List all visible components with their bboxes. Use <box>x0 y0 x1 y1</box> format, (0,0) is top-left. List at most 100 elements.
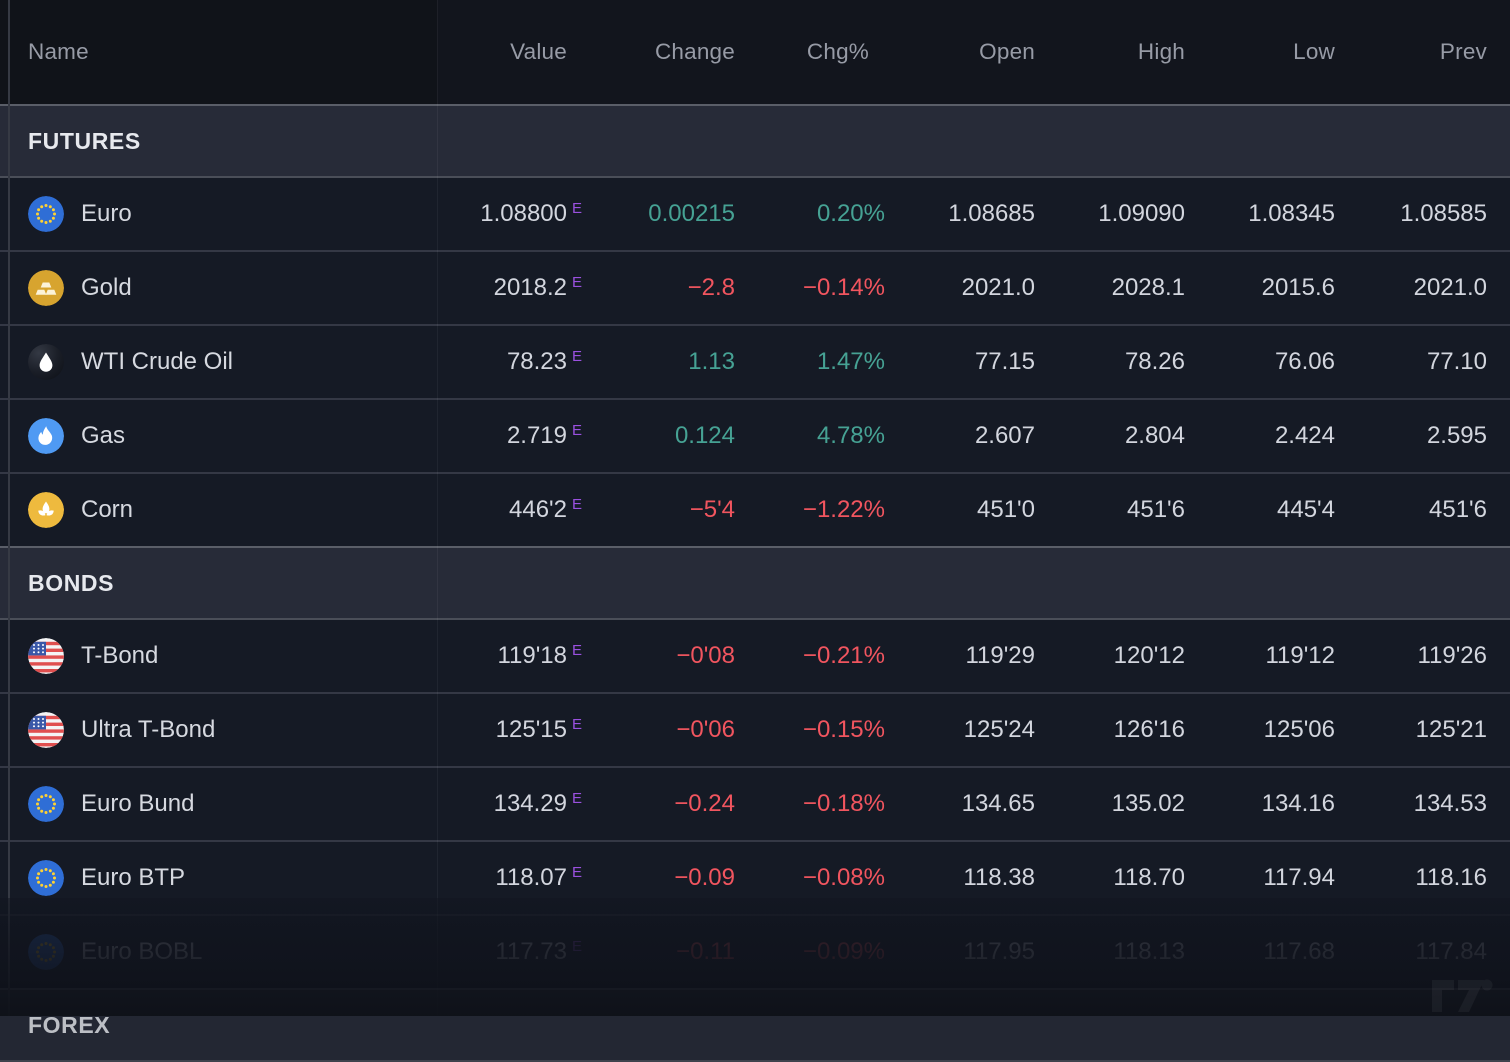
oil-drop-icon <box>28 344 64 380</box>
table-row-corn[interactable]: Corn 446'2 E −5'4 −1.22% 451'0 451'6 445'… <box>0 472 1510 546</box>
high-cell: 78.26 <box>1124 348 1185 375</box>
table-row-t-bond[interactable]: T-Bond 119'18 E −0'08 −0.21% 119'29 120'1… <box>0 620 1510 692</box>
change-cell: −5'4 <box>689 496 735 523</box>
gold-bars-icon <box>28 270 64 306</box>
high-cell: 451'6 <box>1127 496 1185 523</box>
high-cell: 126'16 <box>1113 716 1185 743</box>
table-row-gold[interactable]: Gold 2018.2 E −2.8 −0.14% 2021.0 2028.1 2… <box>0 250 1510 324</box>
chg-pct-cell: −0.21% <box>802 642 885 669</box>
chg-pct-cell: −0.09% <box>802 938 885 965</box>
high-cell: 135.02 <box>1111 790 1185 817</box>
column-header-change: Change <box>654 39 735 64</box>
instrument-name: Ultra T-Bond <box>81 716 216 743</box>
value-cell: 2.719 E <box>437 422 590 450</box>
estimate-flag: E <box>572 274 583 291</box>
value-cell: 125'15 E <box>437 716 590 744</box>
low-cell: 1.08345 <box>1248 200 1335 227</box>
open-cell: 2.607 <box>974 422 1035 449</box>
open-cell: 451'0 <box>977 496 1035 523</box>
value-cell: 134.29 E <box>437 790 590 818</box>
table-row-euro[interactable]: Euro 1.08800 E 0.00215 0.20% 1.08685 1.09… <box>0 178 1510 250</box>
low-cell: 76.06 <box>1274 348 1335 375</box>
eu-flag-icon <box>28 860 64 896</box>
instrument-name-cell: Euro <box>0 178 437 250</box>
table-row-wti-crude-oil[interactable]: WTI Crude Oil 78.23 E 1.13 1.47% 77.15 78… <box>0 324 1510 398</box>
change-cell: −0.09 <box>674 864 735 891</box>
column-header-high: High <box>1137 39 1185 64</box>
table-row-gas[interactable]: Gas 2.719 E 0.124 4.78% 2.607 2.804 2.424… <box>0 398 1510 472</box>
instrument-name: WTI Crude Oil <box>81 348 234 375</box>
estimate-flag: E <box>572 790 583 807</box>
estimate-flag: E <box>572 716 583 733</box>
prev-cell: 1.08585 <box>1400 200 1487 227</box>
high-cell: 118.13 <box>1113 938 1185 965</box>
column-header-prev: Prev <box>1439 39 1487 64</box>
instrument-name-cell: Corn <box>0 474 437 546</box>
instrument-name: Corn <box>81 496 134 523</box>
low-cell: 119'12 <box>1265 642 1335 669</box>
chg-pct-cell: 4.78% <box>816 422 885 449</box>
estimate-flag: E <box>572 938 583 955</box>
eu-flag-icon <box>28 786 64 822</box>
change-cell: −0.11 <box>676 938 735 965</box>
change-cell: −0.24 <box>674 790 735 817</box>
prev-cell: 2021.0 <box>1413 274 1487 301</box>
change-cell: 0.124 <box>674 422 735 449</box>
open-cell: 117.95 <box>963 938 1035 965</box>
prev-cell: 117.84 <box>1415 938 1487 965</box>
gas-flame-icon <box>28 418 64 454</box>
estimate-flag: E <box>572 496 583 513</box>
estimate-flag: E <box>572 348 583 365</box>
chg-pct-cell: −0.18% <box>802 790 885 817</box>
instrument-name-cell: Gas <box>0 400 437 472</box>
high-cell: 118.70 <box>1113 864 1185 891</box>
value-cell: 119'18 E <box>437 642 590 670</box>
instrument-name: T-Bond <box>81 642 159 669</box>
instrument-name-cell: T-Bond <box>0 620 437 692</box>
open-cell: 119'29 <box>965 642 1035 669</box>
low-cell: 2015.6 <box>1261 274 1335 301</box>
low-cell: 117.94 <box>1263 864 1335 891</box>
prev-cell: 2.595 <box>1426 422 1487 449</box>
open-cell: 125'24 <box>963 716 1035 743</box>
column-header-chg-pct: Chg% <box>806 39 869 64</box>
instrument-name-cell: Euro BTP <box>0 842 437 914</box>
high-cell: 2028.1 <box>1111 274 1185 301</box>
column-header-row: Name Value Change Chg% Open High Low Pre… <box>0 0 1510 104</box>
open-cell: 1.08685 <box>948 200 1035 227</box>
corn-icon <box>28 492 64 528</box>
instrument-name-cell: Ultra T-Bond <box>0 694 437 766</box>
low-cell: 2.424 <box>1274 422 1335 449</box>
open-cell: 2021.0 <box>961 274 1035 301</box>
table-row-euro-bund[interactable]: Euro Bund 134.29 E −0.24 −0.18% 134.65 13… <box>0 766 1510 840</box>
table-row-ultra-t-bond[interactable]: Ultra T-Bond 125'15 E −0'06 −0.15% 125'24… <box>0 692 1510 766</box>
estimate-flag: E <box>572 642 583 659</box>
instrument-name-cell: Gold <box>0 252 437 324</box>
value-cell: 78.23 E <box>437 348 590 376</box>
estimate-flag: E <box>572 422 583 439</box>
instrument-name: Euro BTP <box>81 864 186 891</box>
value-cell: 118.07 E <box>437 864 590 892</box>
instrument-name: Euro BOBL <box>81 938 203 965</box>
column-header-name: Name <box>0 0 437 104</box>
table-row-euro-btp[interactable]: Euro BTP 118.07 E −0.09 −0.08% 118.38 118… <box>0 840 1510 914</box>
prev-cell: 125'21 <box>1415 716 1487 743</box>
low-cell: 445'4 <box>1277 496 1335 523</box>
eu-flag-icon <box>28 934 64 970</box>
instrument-name-cell: Euro BOBL <box>0 916 437 988</box>
change-cell: 1.13 <box>688 348 735 375</box>
table-row-euro-bobl[interactable]: Euro BOBL 117.73 E −0.11 −0.09% 117.95 11… <box>0 914 1510 988</box>
chg-pct-cell: −0.08% <box>802 864 885 891</box>
open-cell: 118.38 <box>963 864 1035 891</box>
chg-pct-cell: 1.47% <box>816 348 885 375</box>
column-header-open: Open <box>979 39 1035 64</box>
table-left-border <box>8 0 10 1016</box>
chg-pct-cell: 0.20% <box>816 200 885 227</box>
low-cell: 117.68 <box>1263 938 1335 965</box>
us-flag-icon <box>28 712 64 748</box>
change-cell: −0'06 <box>676 716 735 743</box>
value-cell: 2018.2 E <box>437 274 590 302</box>
change-cell: −2.8 <box>687 274 735 301</box>
estimate-flag: E <box>572 864 583 881</box>
